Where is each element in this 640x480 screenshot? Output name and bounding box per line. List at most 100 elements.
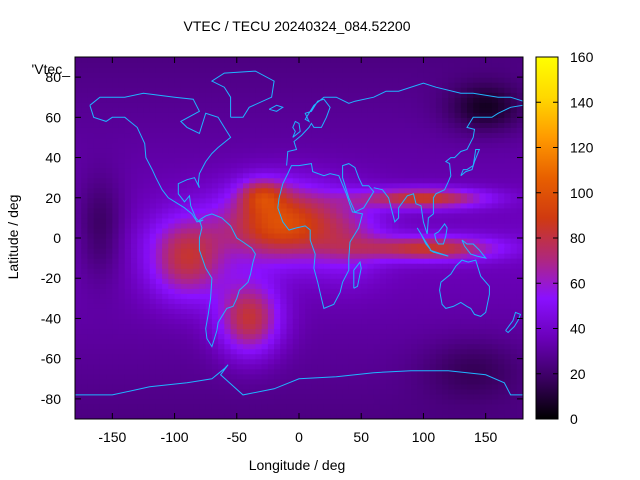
heatmap-cell [155, 408, 163, 415]
heatmap-cell [249, 338, 257, 345]
heatmap-cell [224, 182, 232, 189]
heatmap-cell [498, 182, 505, 189]
heatmap-cell [417, 67, 425, 73]
heatmap-cell [473, 142, 481, 149]
heatmap-cell [255, 147, 263, 154]
heatmap-cell [373, 92, 381, 98]
heatmap-cell [435, 243, 443, 249]
heatmap-cell [99, 217, 107, 224]
heatmap-cell [112, 187, 120, 194]
heatmap-cell [379, 408, 387, 415]
heatmap-cell [162, 248, 169, 254]
heatmap-cell [442, 62, 449, 68]
heatmap-cell [379, 207, 387, 214]
heatmap-cell [180, 353, 188, 360]
heatmap-cell [205, 258, 213, 264]
heatmap-cell [392, 288, 400, 294]
heatmap-cell [442, 92, 449, 98]
heatmap-cell [205, 323, 213, 330]
heatmap-cell [230, 202, 238, 209]
heatmap-cell [373, 152, 381, 159]
heatmap-cell [417, 87, 425, 93]
heatmap-cell [299, 72, 306, 78]
heatmap-cell [454, 202, 462, 209]
heatmap-cell [143, 388, 151, 395]
heatmap-cell [404, 393, 412, 400]
heatmap-cell [379, 403, 387, 410]
heatmap-cell [162, 147, 169, 154]
heatmap-cell [373, 157, 381, 164]
heatmap-cell [367, 268, 375, 274]
heatmap-cell [423, 207, 431, 214]
heatmap-cell [404, 97, 412, 103]
heatmap-cell [81, 268, 89, 274]
heatmap-cell [398, 212, 406, 219]
heatmap-cell [355, 398, 362, 405]
heatmap-cell [330, 77, 337, 83]
heatmap-cell [75, 243, 82, 249]
heatmap-cell [454, 132, 462, 139]
heatmap-cell [479, 393, 487, 400]
heatmap-cell [373, 117, 381, 123]
heatmap-cell [348, 258, 356, 264]
heatmap-cell [323, 182, 331, 189]
heatmap-cell [491, 197, 499, 204]
heatmap-cell [473, 258, 481, 264]
heatmap-cell [404, 137, 412, 144]
heatmap-cell [311, 388, 319, 395]
heatmap-cell [373, 398, 381, 405]
heatmap-cell [261, 207, 269, 214]
heatmap-cell [442, 172, 449, 179]
heatmap-cell [348, 107, 356, 113]
heatmap-cell [454, 283, 462, 289]
heatmap-cell [243, 157, 250, 164]
heatmap-cell [473, 398, 481, 405]
heatmap-cell [417, 222, 425, 229]
heatmap-cell [280, 77, 288, 83]
heatmap-cell [442, 127, 449, 134]
heatmap-cell [467, 278, 474, 284]
heatmap-cell [193, 388, 201, 395]
heatmap-cell [473, 127, 481, 134]
heatmap-cell [342, 243, 350, 249]
heatmap-cell [398, 147, 406, 154]
heatmap-cell [137, 318, 145, 325]
heatmap-cell [379, 142, 387, 149]
heatmap-cell [230, 177, 238, 184]
heatmap-cell [386, 238, 393, 244]
heatmap-cell [75, 132, 82, 139]
heatmap-cell [155, 137, 163, 144]
heatmap-cell [286, 333, 294, 340]
heatmap-cell [299, 398, 306, 405]
heatmap-cell [162, 283, 169, 289]
heatmap-cell [106, 338, 113, 345]
heatmap-cell [224, 273, 232, 279]
heatmap-cell [137, 408, 145, 415]
heatmap-cell [162, 102, 169, 108]
heatmap-cell [442, 303, 449, 309]
heatmap-cell [81, 313, 89, 320]
heatmap-cell [211, 348, 219, 355]
heatmap-cell [174, 358, 182, 365]
heatmap-cell [124, 273, 132, 279]
heatmap-cell [323, 197, 331, 204]
heatmap-cell [168, 62, 176, 68]
heatmap-cell [149, 318, 157, 325]
heatmap-cell [131, 258, 138, 264]
heatmap-cell [155, 187, 163, 194]
heatmap-cell [112, 293, 120, 299]
heatmap-cell [230, 353, 238, 360]
heatmap-cell [187, 313, 194, 320]
heatmap-cell [491, 162, 499, 169]
heatmap-cell [392, 87, 400, 93]
heatmap-cell [199, 112, 207, 118]
heatmap-cell [448, 227, 456, 234]
heatmap-cell [280, 248, 288, 254]
heatmap-cell [348, 187, 356, 194]
heatmap-cell [243, 393, 250, 400]
heatmap-cell [99, 147, 107, 154]
heatmap-cell [267, 348, 275, 355]
heatmap-cell [361, 117, 369, 123]
heatmap-cell [261, 298, 269, 304]
heatmap-cell [243, 217, 250, 224]
